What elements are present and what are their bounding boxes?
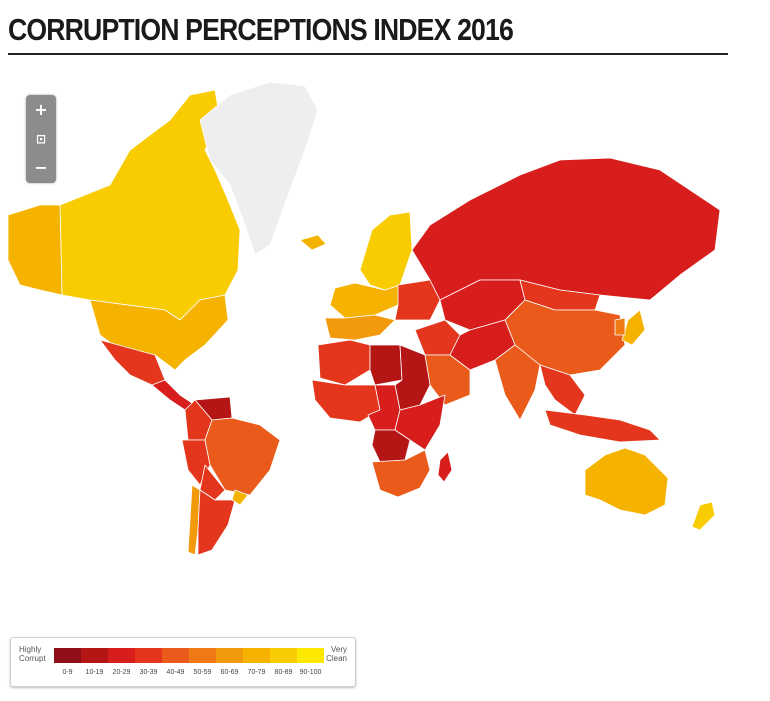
region-japan[interactable] bbox=[621, 309, 646, 346]
legend-tick-label: 70-79 bbox=[247, 669, 266, 676]
region-australia[interactable] bbox=[584, 447, 669, 516]
title-underline bbox=[8, 53, 728, 55]
legend-swatch bbox=[297, 648, 324, 663]
region-southern-europe[interactable] bbox=[324, 314, 396, 341]
zoom-in-button[interactable]: + bbox=[34, 100, 48, 119]
world-choropleth-map[interactable] bbox=[0, 70, 770, 590]
legend-swatch bbox=[216, 648, 243, 663]
region-southern-africa[interactable] bbox=[371, 449, 431, 498]
region-scandinavia[interactable] bbox=[359, 211, 413, 291]
map-legend: Highly Corrupt Very Clean 0-9 10-19 20-29 3… bbox=[10, 637, 356, 687]
region-india[interactable] bbox=[494, 344, 541, 421]
region-russia[interactable] bbox=[411, 157, 721, 301]
region-central-america[interactable] bbox=[151, 379, 196, 411]
legend-tick-label: 80-89 bbox=[274, 669, 293, 676]
zoom-out-button[interactable]: − bbox=[34, 158, 48, 177]
legend-color-scale bbox=[54, 648, 324, 663]
region-greenland[interactable] bbox=[199, 81, 319, 256]
legend-swatch bbox=[108, 648, 135, 663]
legend-swatch bbox=[243, 648, 270, 663]
region-alaska[interactable] bbox=[7, 204, 63, 296]
legend-swatch bbox=[135, 648, 162, 663]
legend-tick-label: 60-69 bbox=[220, 669, 239, 676]
region-libya[interactable] bbox=[369, 344, 403, 386]
region-uruguay[interactable] bbox=[231, 489, 249, 506]
legend-tick-label: 10-19 bbox=[85, 669, 104, 676]
region-brazil[interactable] bbox=[204, 417, 281, 496]
legend-swatch bbox=[162, 648, 189, 663]
legend-tick-label: 50-59 bbox=[193, 669, 212, 676]
zoom-reset-button[interactable]: ⊡ bbox=[35, 132, 47, 146]
legend-tick-label: 40-49 bbox=[166, 669, 185, 676]
legend-high-label: Very Clean bbox=[326, 645, 347, 663]
legend-tick-label: 90-100 bbox=[299, 669, 322, 676]
zoom-controls: + ⊡ − bbox=[26, 95, 56, 183]
legend-tick-label: 30-39 bbox=[139, 669, 158, 676]
region-madagascar[interactable] bbox=[437, 451, 453, 483]
legend-tick-label: 0-9 bbox=[62, 669, 73, 676]
legend-swatch bbox=[54, 648, 81, 663]
page-title: CORRUPTION PERCEPTIONS INDEX 2016 bbox=[8, 12, 514, 47]
legend-tick-label: 20-29 bbox=[112, 669, 131, 676]
legend-swatch bbox=[81, 648, 108, 663]
region-iceland[interactable] bbox=[299, 234, 327, 251]
region-new-zealand[interactable] bbox=[691, 501, 716, 531]
legend-swatch bbox=[189, 648, 216, 663]
region-korea[interactable] bbox=[614, 317, 626, 336]
region-north-africa[interactable] bbox=[317, 339, 371, 386]
region-indonesia[interactable] bbox=[544, 409, 661, 443]
region-argentina[interactable] bbox=[197, 489, 236, 556]
legend-swatch bbox=[270, 648, 297, 663]
legend-tick-labels: 0-9 10-19 20-29 30-39 40-49 50-59 60-69 70-79 80… bbox=[54, 669, 324, 676]
region-western-europe[interactable] bbox=[329, 282, 401, 319]
legend-low-label: Highly Corrupt bbox=[19, 645, 46, 663]
region-east-africa[interactable] bbox=[394, 394, 446, 451]
